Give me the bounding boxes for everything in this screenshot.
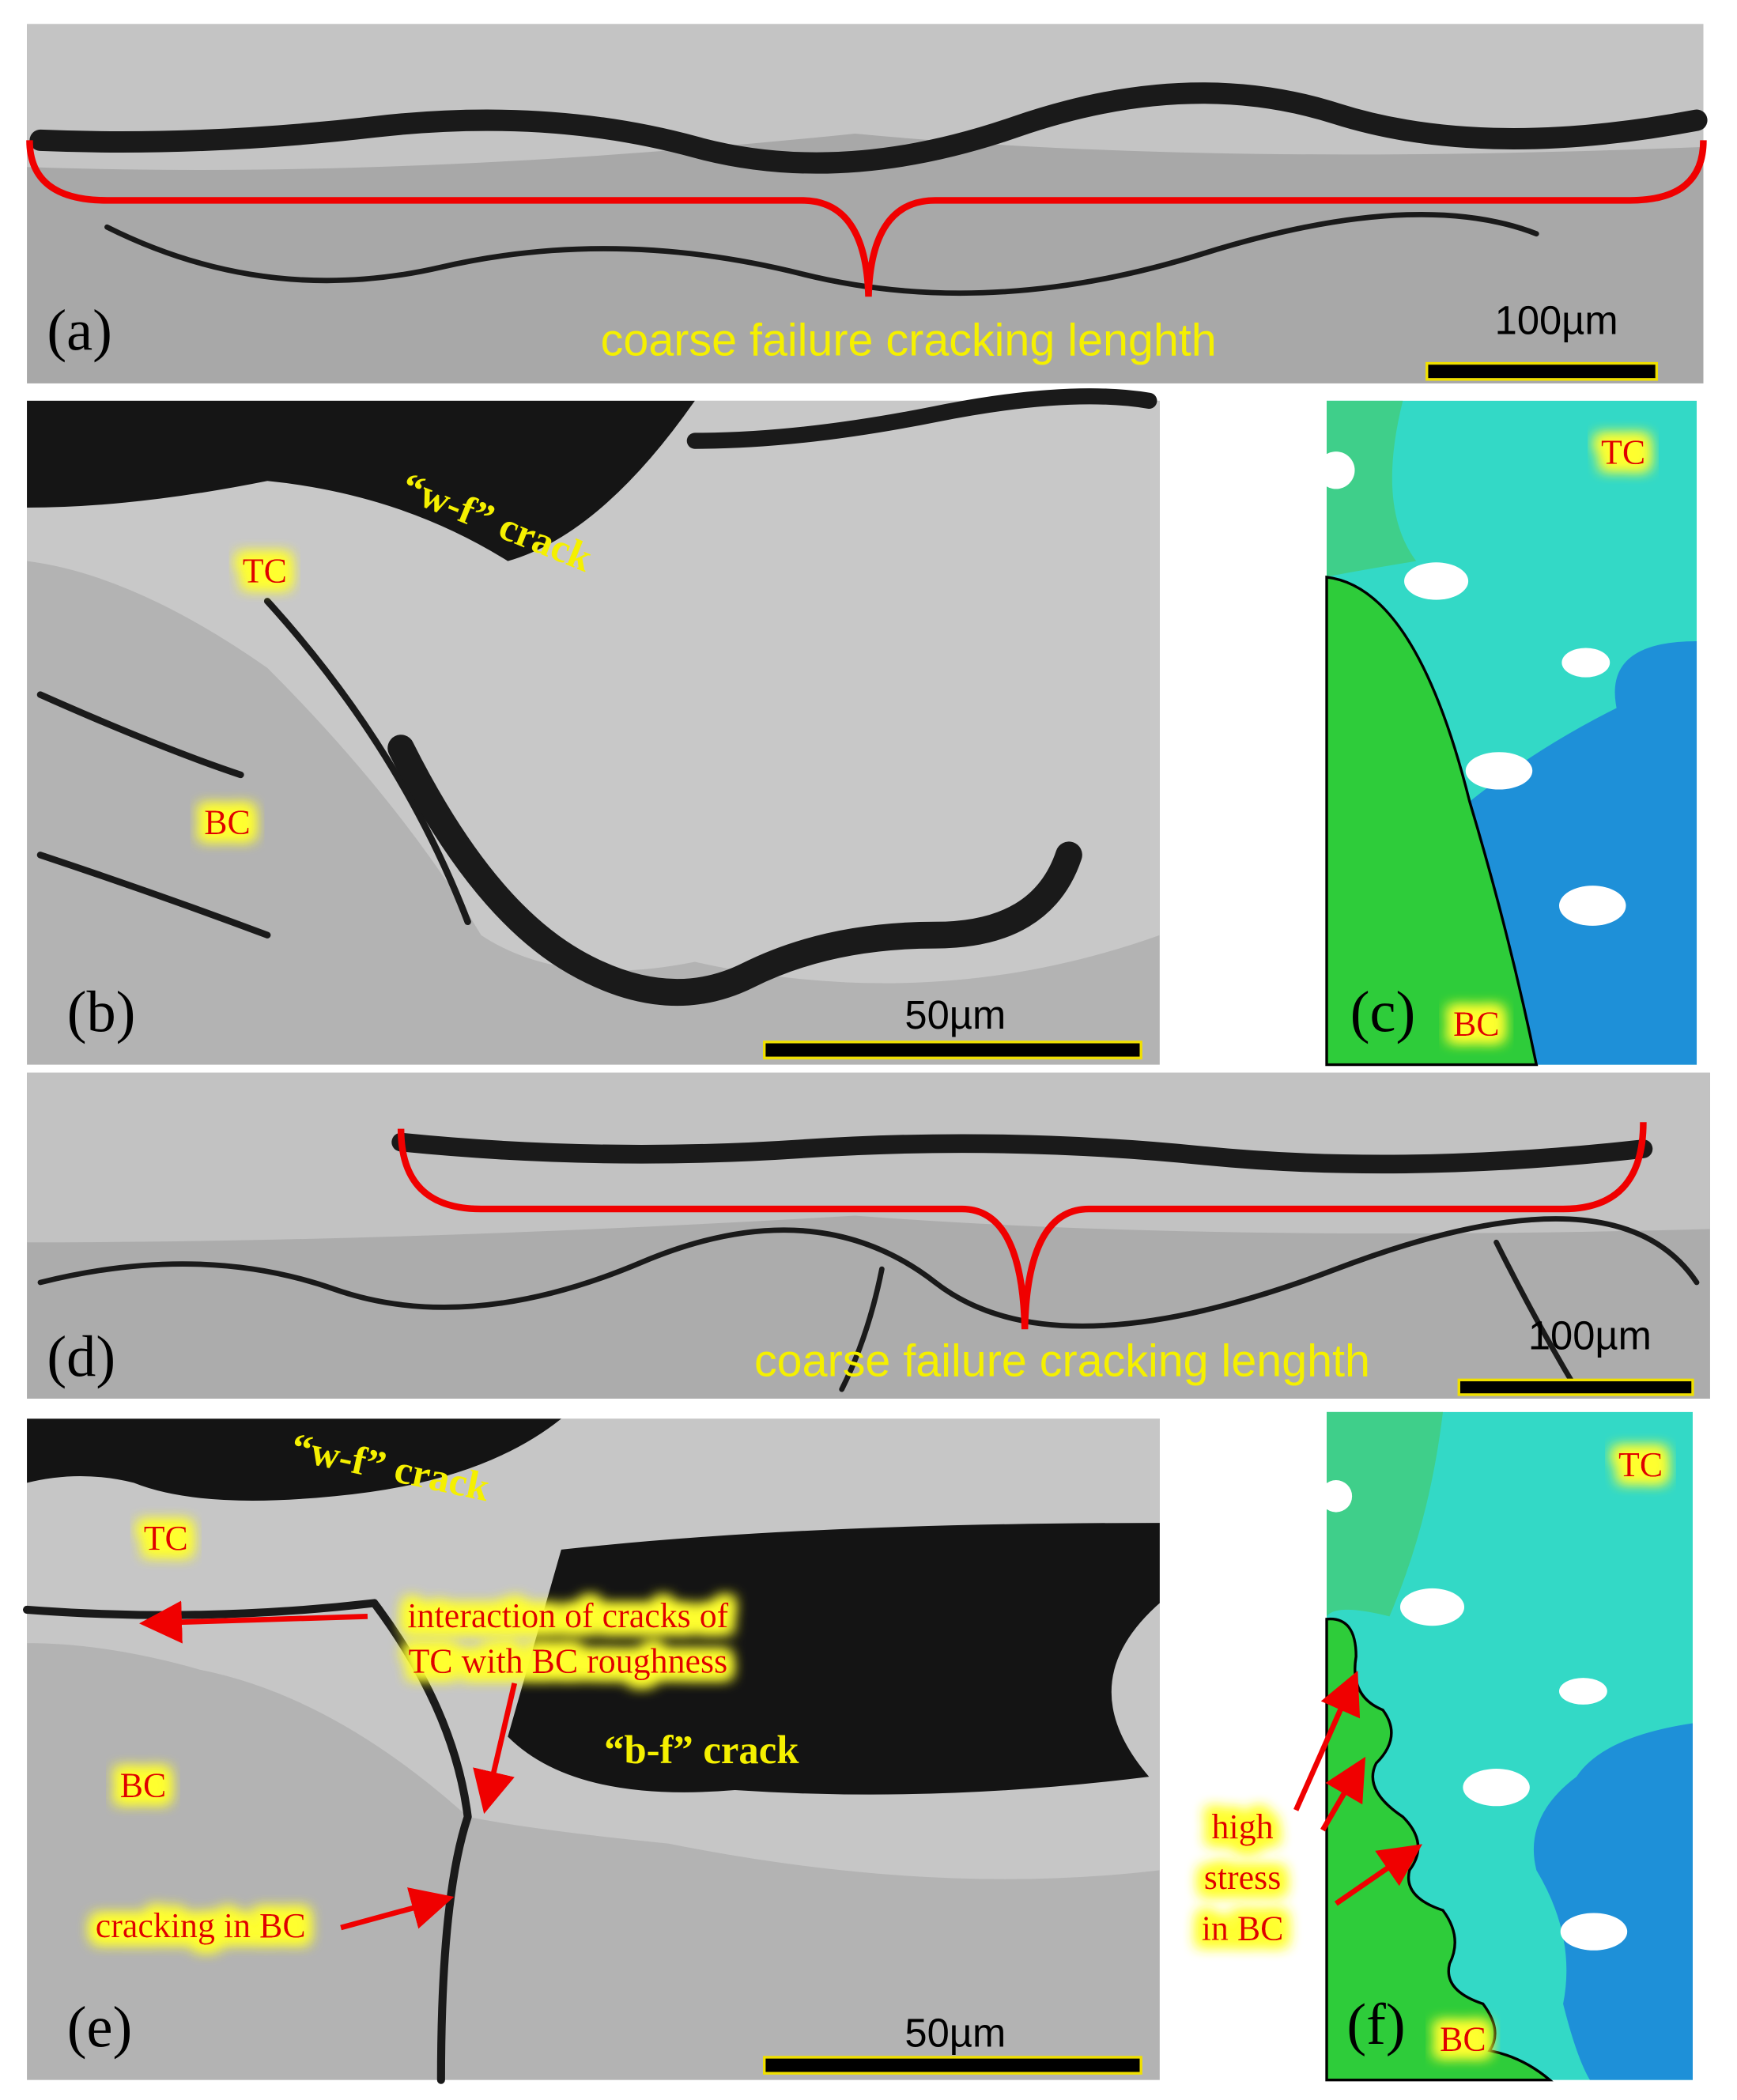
annotation: coarse failure cracking lenghth bbox=[601, 315, 1217, 365]
crack bbox=[27, 400, 695, 561]
panel-f: TC high stress in BC (f) BC bbox=[1202, 1411, 1693, 2082]
region-label: TC bbox=[1601, 432, 1645, 471]
stress-zone bbox=[1327, 1411, 1444, 1617]
arrow bbox=[1320, 1756, 1366, 1832]
crack bbox=[387, 735, 1082, 1006]
arrow bbox=[139, 1600, 368, 1644]
arrow bbox=[1334, 1844, 1422, 1906]
region-label: BC bbox=[204, 803, 251, 841]
stress-zone bbox=[1327, 400, 1417, 577]
region-label: BC bbox=[1453, 1004, 1500, 1043]
crack bbox=[391, 1132, 1653, 1174]
panel-label: (d) bbox=[47, 1324, 115, 1389]
scale-bar bbox=[763, 1041, 1142, 1059]
region-label: BC bbox=[120, 1766, 167, 1804]
interaction-note: interaction of cracks of TC with BC roug… bbox=[407, 1596, 728, 1680]
scale-label: 50µm bbox=[904, 2010, 1006, 2055]
arrow bbox=[1293, 1671, 1361, 1811]
tc-layer bbox=[27, 24, 1704, 170]
scale-label: 100µm bbox=[1495, 297, 1618, 342]
panel-label: (e) bbox=[67, 1995, 132, 2060]
brace bbox=[26, 140, 1707, 297]
region-label: TC bbox=[1618, 1445, 1663, 1484]
arrow bbox=[473, 1683, 518, 1815]
crack bbox=[686, 388, 1157, 449]
scale-bar bbox=[1457, 1378, 1694, 1396]
scale-bar bbox=[763, 2056, 1142, 2075]
note: cracking in BC bbox=[96, 1906, 306, 1945]
panel-d: coarse failure cracking lenghth (d) 100µ… bbox=[27, 1072, 1710, 1399]
bc-region bbox=[1325, 575, 1539, 1067]
scale-bar bbox=[1425, 361, 1659, 381]
panel-b: “w-f” crack TC BC (b) 50µm bbox=[27, 388, 1160, 1065]
crack bbox=[104, 211, 1539, 296]
panel-label: (a) bbox=[47, 299, 112, 364]
region-label: BC bbox=[1440, 2019, 1486, 2058]
note-line: stress bbox=[1204, 1858, 1282, 1897]
note-line: interaction of cracks of bbox=[407, 1596, 728, 1635]
panel-a: coarse failure cracking lenghth (a) 100µ… bbox=[26, 24, 1708, 383]
pores bbox=[1317, 451, 1626, 926]
note-line: in BC bbox=[1202, 1909, 1284, 1947]
panel-label: (b) bbox=[67, 980, 136, 1044]
panel-c: TC (c) BC bbox=[1317, 400, 1697, 1067]
crack bbox=[36, 598, 471, 939]
panel-e: “w-f” crack TC interaction of cracks of … bbox=[23, 1418, 1160, 2084]
scale-label: 100µm bbox=[1528, 1312, 1652, 1358]
crack bbox=[508, 1523, 1160, 1795]
arrow bbox=[340, 1887, 455, 1931]
panel-label: (f) bbox=[1346, 1992, 1405, 2057]
panel-label: (c) bbox=[1350, 980, 1416, 1044]
brace bbox=[397, 1122, 1647, 1330]
crack-label: “b-f” crack bbox=[604, 1728, 799, 1772]
tc-layer bbox=[27, 1072, 1710, 1243]
stress-note: high stress in BC bbox=[1202, 1807, 1284, 1947]
region-label: TC bbox=[144, 1519, 188, 1558]
note-line: TC with BC roughness bbox=[408, 1641, 727, 1680]
annotation: coarse failure cracking lenghth bbox=[754, 1335, 1370, 1386]
scale-label: 50µm bbox=[904, 992, 1006, 1037]
crack bbox=[27, 1418, 561, 1501]
crack bbox=[37, 1216, 1700, 1392]
pores bbox=[1320, 1480, 1628, 1951]
crack bbox=[29, 82, 1708, 174]
stress-zone bbox=[1533, 1723, 1693, 2080]
region-label: TC bbox=[243, 552, 287, 591]
tc-region bbox=[27, 400, 1160, 984]
note-line: high bbox=[1212, 1807, 1274, 1846]
